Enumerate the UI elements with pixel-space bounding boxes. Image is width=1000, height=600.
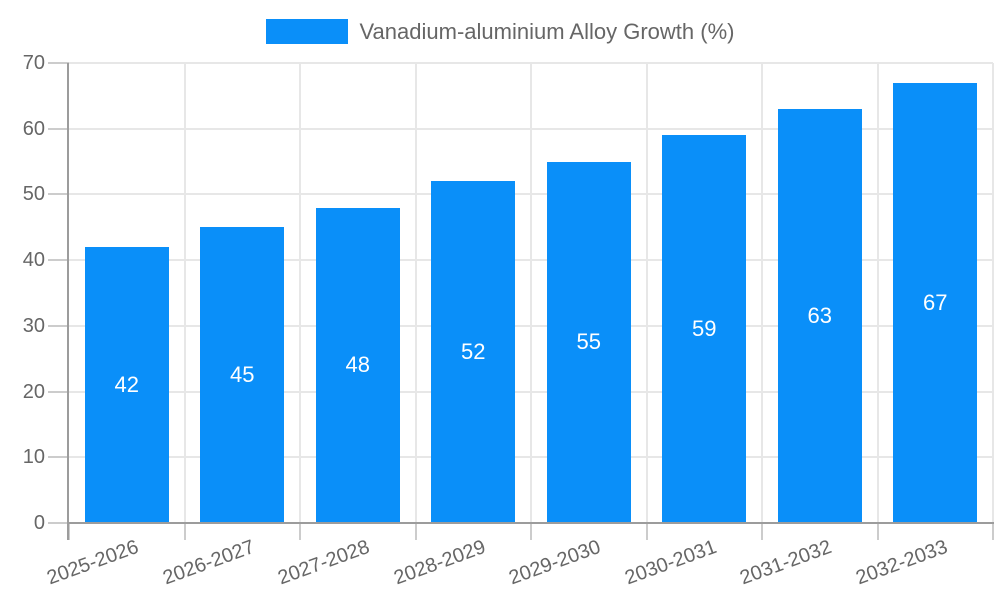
x-axis-tick-label: 2030-2031 xyxy=(621,535,720,590)
x-gridline xyxy=(299,63,301,523)
x-axis-tick-label: 2027-2028 xyxy=(275,535,373,590)
x-gridline xyxy=(414,63,417,523)
y-tick xyxy=(48,193,69,196)
x-tick xyxy=(183,523,186,540)
y-axis-line xyxy=(67,63,69,540)
bar-value-label: 48 xyxy=(345,352,370,378)
x-tick xyxy=(299,523,301,540)
x-axis-tick-label: 2028-2029 xyxy=(390,535,489,590)
x-axis-line xyxy=(67,522,994,524)
x-gridline xyxy=(876,63,879,523)
legend-swatch xyxy=(265,19,348,44)
x-tick xyxy=(645,523,648,540)
x-gridline xyxy=(183,63,186,523)
x-axis-tick-label: 2031-2032 xyxy=(737,535,835,590)
bar-value-label: 63 xyxy=(807,303,832,328)
x-tick xyxy=(992,523,994,540)
x-tick xyxy=(530,523,532,540)
bar-value-label: 55 xyxy=(576,329,601,355)
y-tick xyxy=(48,324,69,327)
chart-legend: Vanadium-aluminium Alloy Growth (%) xyxy=(0,19,1000,44)
bar-2030-2031[interactable] xyxy=(662,135,747,522)
x-tick xyxy=(876,523,879,540)
x-gridline xyxy=(645,63,648,523)
x-axis-tick-label: 2032-2033 xyxy=(852,535,951,590)
y-axis-tick-label: 30 xyxy=(22,314,45,337)
bar-value-label: 67 xyxy=(923,289,948,315)
bar-value-label: 42 xyxy=(114,372,139,397)
bar-2029-2030[interactable] xyxy=(546,161,631,522)
y-axis-tick-label: 40 xyxy=(22,249,45,272)
x-gridline xyxy=(761,63,763,523)
bar-2025-2026[interactable] xyxy=(84,247,169,522)
x-tick xyxy=(68,523,70,540)
legend-label: Vanadium-aluminium Alloy Growth (%) xyxy=(359,19,735,44)
x-axis-tick-label: 2026-2027 xyxy=(159,535,258,590)
y-axis-tick-label: 70 xyxy=(22,52,45,74)
y-tick xyxy=(48,259,69,262)
bar-2027-2028[interactable] xyxy=(315,207,400,522)
x-tick xyxy=(761,523,763,540)
y-tick xyxy=(48,62,69,64)
bar-2032-2033[interactable] xyxy=(893,82,978,522)
y-tick xyxy=(48,127,69,130)
y-tick xyxy=(48,390,69,393)
y-tick xyxy=(48,456,69,459)
bar-value-label: 52 xyxy=(461,339,486,365)
x-axis-tick-label: 2029-2030 xyxy=(506,535,604,590)
legend-item[interactable]: Vanadium-aluminium Alloy Growth (%) xyxy=(265,19,735,44)
x-gridline xyxy=(530,63,532,523)
bar-value-label: 45 xyxy=(230,362,255,388)
x-axis-tick-label: 2025-2026 xyxy=(44,535,142,590)
y-axis-tick-label: 20 xyxy=(22,380,45,403)
bar-2026-2027[interactable] xyxy=(200,227,285,522)
y-axis-tick-label: 10 xyxy=(22,446,45,469)
y-axis-tick-label: 60 xyxy=(22,117,45,140)
y-axis-tick-label: 50 xyxy=(22,183,45,206)
x-tick xyxy=(414,523,417,540)
x-gridline xyxy=(992,63,994,523)
bar-value-label: 59 xyxy=(692,316,717,342)
y-axis-tick-label: 0 xyxy=(33,512,45,534)
bar-2028-2029[interactable] xyxy=(431,181,516,522)
bar-2031-2032[interactable] xyxy=(777,109,862,522)
y-tick xyxy=(48,522,69,524)
